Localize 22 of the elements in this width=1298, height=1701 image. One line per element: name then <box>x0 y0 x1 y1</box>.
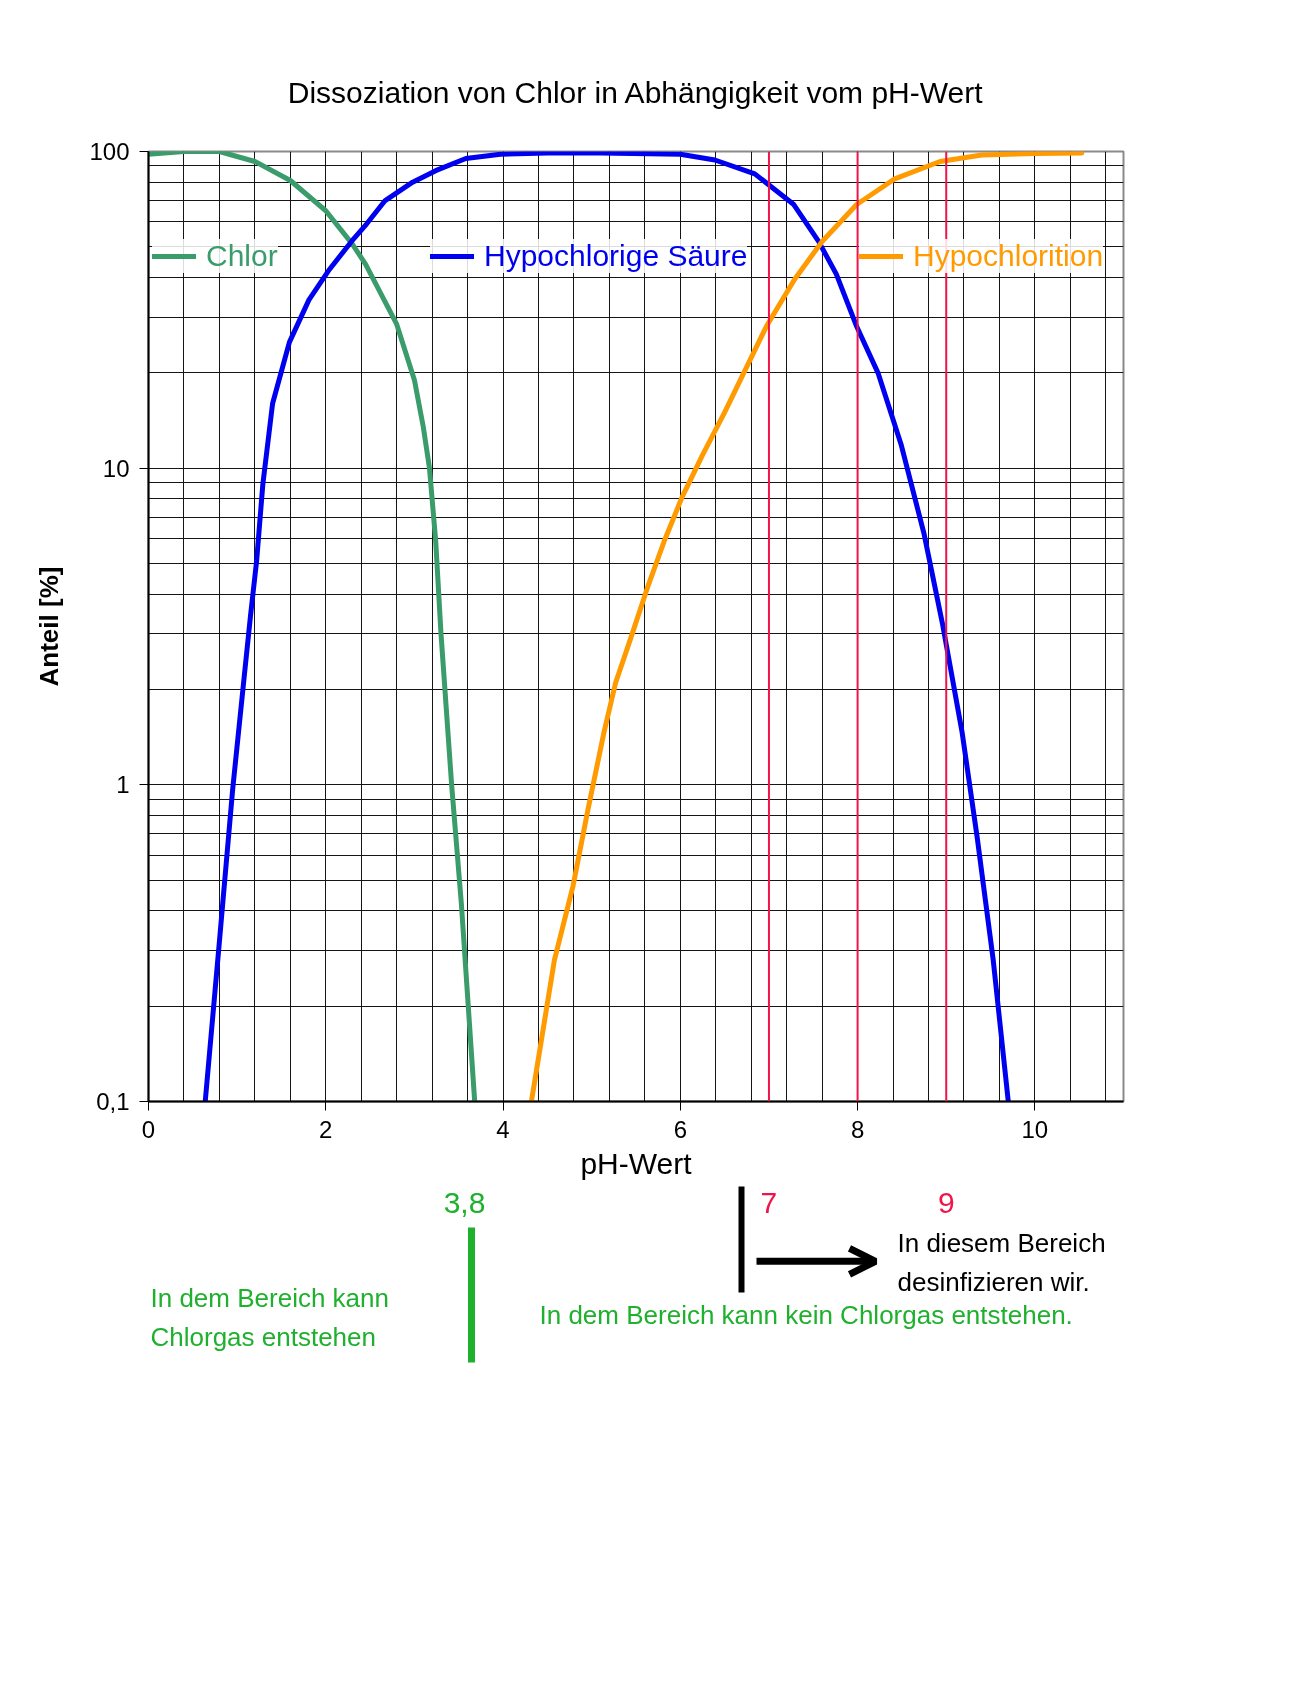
legend-label: Chlor <box>206 239 278 273</box>
y-tick-label: 0,1 <box>96 1088 130 1115</box>
x-tick-label: 8 <box>850 1115 865 1143</box>
x-tick-label: 10 <box>1021 1115 1049 1143</box>
x-tick-label: 4 <box>496 1115 510 1143</box>
ref-line-label: 9 <box>937 1185 955 1219</box>
x-axis-title: pH-Wert <box>580 1146 693 1180</box>
x-tick-label: 0 <box>141 1115 156 1143</box>
y-axis-title: Anteil [%] <box>34 566 65 687</box>
chart-title: Dissoziation von Chlor in Abhängigkeit vom pH-Wert <box>287 76 984 109</box>
y-tick-label: 10 <box>102 454 130 482</box>
legend-label: Hypochlorition <box>913 239 1104 273</box>
x-tick-label: 2 <box>319 1115 333 1143</box>
y-tick-label: 1 <box>116 771 130 799</box>
text: 3,8 <box>443 1185 486 1219</box>
y-tick-label: 100 <box>89 138 130 165</box>
legend-label: Hypochlorige Säure <box>484 239 748 273</box>
x-tick-label: 6 <box>673 1115 687 1143</box>
text: In dem Bereich kann Chlorgas entstehen <box>150 1282 389 1352</box>
text: In dem Bereich kann kein Chlorgas entstehen. <box>539 1299 1073 1330</box>
ref-line-label: 7 <box>760 1185 778 1219</box>
text: In diesem Bereich desinfizieren wir. <box>897 1227 1106 1297</box>
